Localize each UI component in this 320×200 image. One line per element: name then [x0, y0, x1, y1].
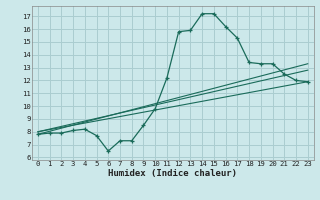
X-axis label: Humidex (Indice chaleur): Humidex (Indice chaleur)	[108, 169, 237, 178]
